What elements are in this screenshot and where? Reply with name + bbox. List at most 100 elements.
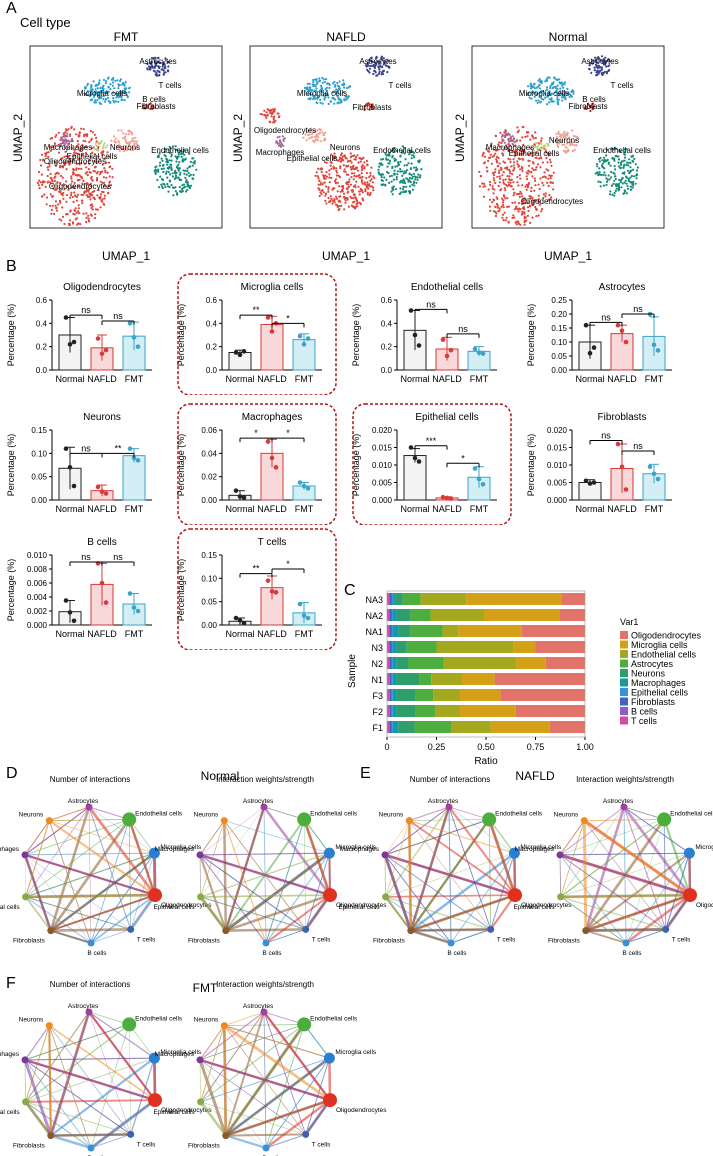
network-node bbox=[405, 817, 413, 825]
umap-point bbox=[498, 175, 501, 178]
x-tick-label: 0 bbox=[384, 742, 389, 752]
network-edge bbox=[199, 1059, 201, 1102]
umap-point bbox=[528, 159, 531, 162]
umap-point bbox=[179, 152, 183, 156]
segment-fibroblasts bbox=[389, 705, 392, 717]
umap-point bbox=[330, 176, 333, 180]
umap-point bbox=[515, 223, 519, 226]
sig-label: ns bbox=[601, 312, 611, 322]
umap-point bbox=[343, 170, 346, 173]
x-tick-label: Normal bbox=[575, 504, 604, 514]
umap-cluster-label: Endothelial cells bbox=[373, 146, 431, 155]
network-edge bbox=[49, 820, 155, 854]
umap-point bbox=[365, 171, 368, 175]
umap-point bbox=[316, 139, 319, 142]
umap-point bbox=[478, 185, 481, 188]
data-point bbox=[416, 343, 422, 348]
umap-point bbox=[373, 69, 376, 73]
umap-point bbox=[617, 188, 620, 191]
umap-point bbox=[617, 155, 620, 158]
umap-point bbox=[623, 163, 626, 166]
umap-point bbox=[324, 131, 327, 134]
umap-point bbox=[183, 186, 186, 189]
umap-point bbox=[374, 61, 377, 64]
y-tick-label: 0.15 bbox=[201, 551, 217, 560]
umap-point bbox=[177, 153, 180, 156]
umap-point bbox=[511, 216, 514, 219]
network-edge bbox=[385, 806, 450, 898]
umap-point bbox=[588, 68, 591, 71]
umap-point bbox=[500, 135, 503, 138]
umap-point bbox=[496, 165, 499, 168]
segment-fibroblasts bbox=[389, 641, 392, 653]
umap-point bbox=[378, 60, 381, 63]
umap-point bbox=[259, 113, 262, 116]
y-tick-label: 0.2 bbox=[206, 343, 218, 352]
network-graph: Number of interactionsAstrocytesEndothel… bbox=[338, 775, 572, 957]
x-tick-label: 1.00 bbox=[576, 742, 594, 752]
network-node bbox=[297, 1017, 312, 1032]
umap-point bbox=[378, 70, 381, 73]
x-tick-label: FMT bbox=[125, 629, 144, 639]
umap-point bbox=[360, 180, 363, 183]
umap-point bbox=[563, 130, 566, 133]
segment-t-cells bbox=[387, 705, 389, 717]
umap-point bbox=[161, 65, 164, 68]
umap-point bbox=[412, 172, 415, 175]
umap-point bbox=[187, 171, 190, 175]
sig-label: ns bbox=[633, 304, 643, 314]
umap-xlabel: UMAP_1 bbox=[102, 249, 150, 263]
umap-point bbox=[52, 212, 56, 215]
umap-point bbox=[338, 199, 341, 202]
umap-point bbox=[90, 185, 93, 188]
umap-point bbox=[532, 162, 535, 165]
umap-point bbox=[340, 204, 343, 207]
umap-point bbox=[349, 159, 352, 162]
umap-point bbox=[53, 142, 57, 145]
umap-point bbox=[90, 93, 93, 96]
umap-point bbox=[549, 161, 552, 164]
umap-point bbox=[332, 167, 335, 170]
sample-label: F1 bbox=[372, 723, 383, 733]
legend-label: Endothelial cells bbox=[631, 650, 697, 660]
umap-point bbox=[369, 185, 372, 188]
y-tick-label: 0.000 bbox=[27, 621, 48, 630]
umap-point bbox=[164, 57, 167, 60]
umap-point bbox=[343, 98, 346, 101]
umap-point bbox=[43, 193, 46, 196]
umap-point bbox=[316, 175, 319, 178]
umap-point bbox=[55, 206, 58, 209]
umap-point bbox=[161, 159, 164, 162]
legend-label: Microglia cells bbox=[631, 640, 688, 650]
umap-point bbox=[546, 161, 549, 164]
umap-point bbox=[170, 155, 173, 158]
umap-point bbox=[510, 173, 514, 176]
umap-point bbox=[279, 141, 282, 144]
umap-point bbox=[566, 150, 569, 153]
umap-point bbox=[86, 90, 89, 93]
umap-point bbox=[605, 177, 608, 180]
umap-point bbox=[337, 87, 340, 90]
umap-point bbox=[325, 78, 328, 81]
umap-point bbox=[47, 151, 50, 154]
umap-point bbox=[405, 185, 408, 188]
umap-point bbox=[178, 167, 181, 170]
network-node-label: Macrophages bbox=[155, 1051, 195, 1058]
umap-point bbox=[529, 221, 532, 224]
data-point bbox=[265, 578, 271, 583]
network-edge bbox=[263, 1011, 306, 1135]
umap-point bbox=[338, 176, 341, 179]
umap-point bbox=[333, 201, 336, 204]
umap-point bbox=[95, 136, 98, 139]
data-point bbox=[63, 446, 69, 451]
umap-point bbox=[90, 147, 93, 150]
umap-point bbox=[556, 84, 559, 87]
network-node bbox=[323, 847, 335, 859]
segment-astrocytes bbox=[408, 657, 444, 669]
umap-point bbox=[607, 174, 610, 177]
umap-point bbox=[506, 175, 509, 178]
legend-swatch bbox=[620, 650, 628, 658]
network-node bbox=[22, 1098, 30, 1106]
umap-point bbox=[367, 187, 370, 190]
umap-point bbox=[499, 177, 502, 180]
